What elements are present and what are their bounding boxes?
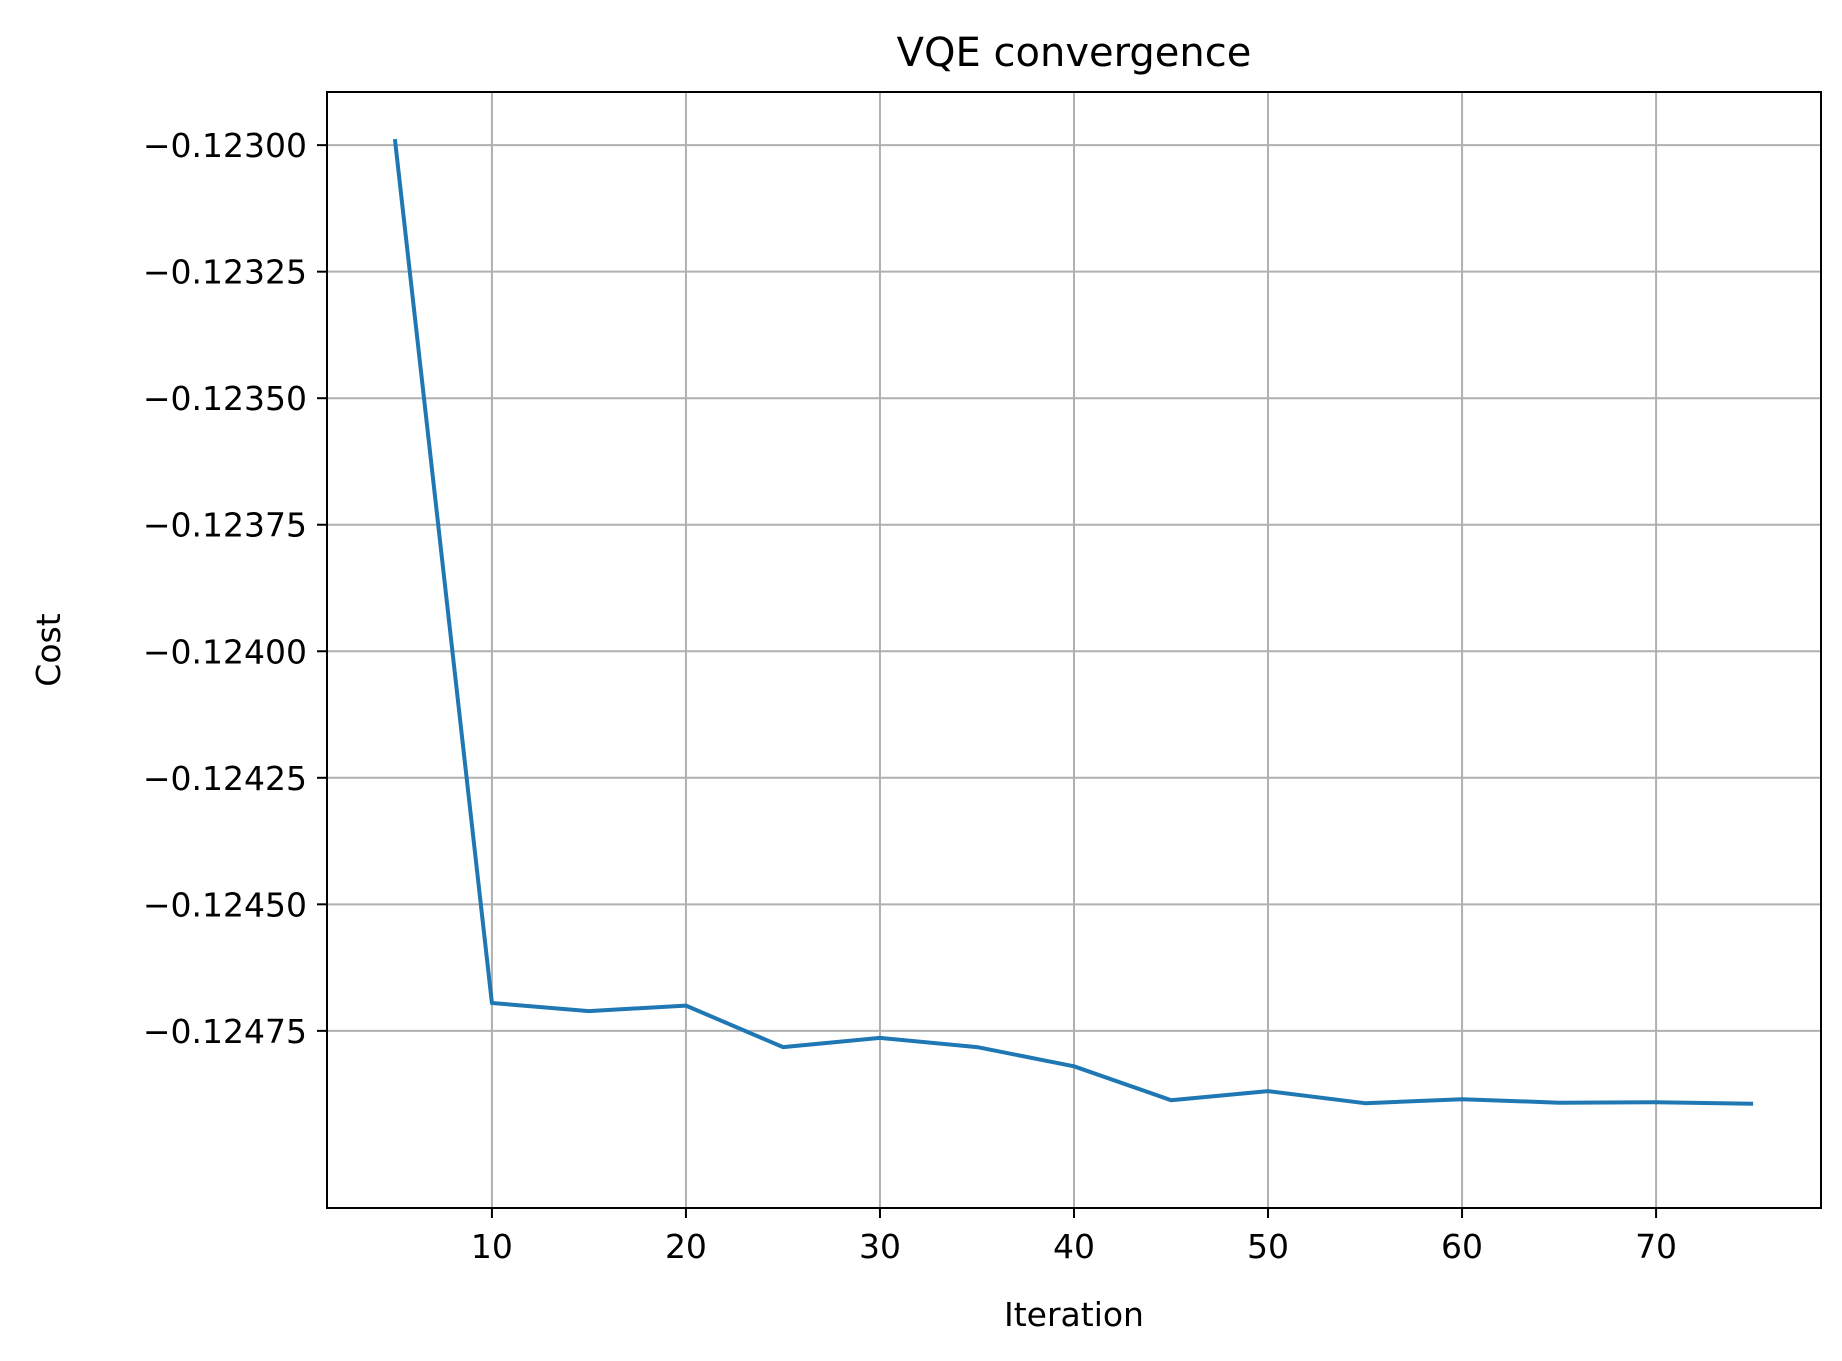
x-tick-label: 60 bbox=[1441, 1227, 1483, 1266]
y-tick-label: −0.12325 bbox=[143, 253, 307, 292]
grid bbox=[327, 92, 1821, 1208]
x-axis: 10 20 30 40 50 60 70 bbox=[471, 1208, 1677, 1266]
x-tick-label: 40 bbox=[1053, 1227, 1095, 1266]
x-tick-label: 50 bbox=[1247, 1227, 1289, 1266]
series-line bbox=[392, 138, 1754, 1106]
y-tick-label: −0.12375 bbox=[143, 506, 307, 545]
x-tick-label: 70 bbox=[1635, 1227, 1677, 1266]
x-tick-label: 10 bbox=[471, 1227, 513, 1266]
y-tick-label: −0.12300 bbox=[143, 126, 307, 165]
y-tick-label: −0.12425 bbox=[143, 759, 307, 798]
y-axis-label: Cost bbox=[29, 613, 68, 686]
y-axis: −0.12300 −0.12325 −0.12350 −0.12375 −0.12400… bbox=[143, 126, 327, 1051]
x-axis-label: Iteration bbox=[1004, 1295, 1144, 1334]
y-tick-label: −0.12400 bbox=[143, 632, 307, 671]
y-tick-label: −0.12350 bbox=[143, 379, 307, 418]
series-layer bbox=[392, 138, 1754, 1106]
chart-title: VQE convergence bbox=[897, 30, 1252, 76]
x-tick-label: 20 bbox=[665, 1227, 707, 1266]
x-tick-label: 30 bbox=[859, 1227, 901, 1266]
y-tick-label: −0.12450 bbox=[143, 885, 307, 924]
y-tick-label: −0.12475 bbox=[143, 1012, 307, 1051]
